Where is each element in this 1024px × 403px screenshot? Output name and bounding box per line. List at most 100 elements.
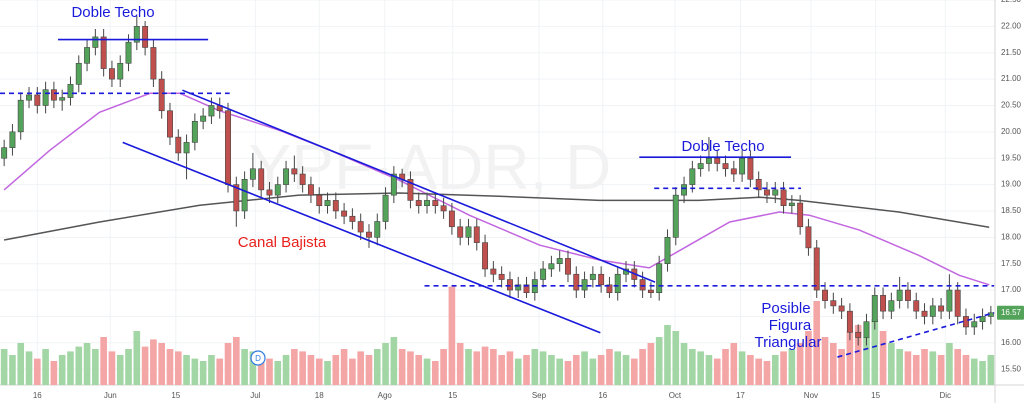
- candle-body: [606, 284, 613, 294]
- y-tick-label: 19.00: [1001, 180, 1022, 189]
- volume-bar: [108, 351, 116, 385]
- candle-body: [490, 268, 497, 275]
- candle-body: [407, 179, 414, 201]
- candle-body: [556, 258, 563, 264]
- candle-body: [904, 289, 911, 301]
- candle-body: [482, 242, 489, 270]
- annotation: Posible: [761, 300, 810, 317]
- candle-body: [59, 97, 66, 101]
- volume-bar: [224, 343, 232, 385]
- volume-bar: [697, 351, 704, 385]
- candle-body: [291, 168, 298, 175]
- volume-bar: [896, 349, 903, 385]
- volume-bar: [564, 361, 572, 385]
- volume-bar: [17, 343, 25, 385]
- x-tick-label: 16: [598, 391, 607, 400]
- candle-body: [979, 316, 986, 323]
- candle-body: [730, 168, 737, 175]
- candle-body: [797, 202, 804, 228]
- y-tick-label: 19.50: [1001, 153, 1022, 162]
- candle-body: [440, 205, 447, 212]
- volume-bar: [755, 358, 763, 385]
- volume-bar: [946, 343, 953, 385]
- candle-body: [929, 305, 936, 317]
- volume-bar: [987, 355, 995, 385]
- volume-bar: [747, 355, 754, 385]
- candle-body: [274, 184, 281, 196]
- candle-body: [938, 305, 945, 312]
- annotation: Figura: [769, 317, 812, 334]
- candle-body: [714, 157, 721, 164]
- candle-body: [249, 168, 256, 180]
- candle-body: [871, 295, 878, 323]
- last-price-box: [997, 305, 1024, 320]
- candle-body: [647, 289, 654, 294]
- candle-body: [672, 194, 679, 238]
- volume-bar: [871, 319, 879, 385]
- candle-body: [225, 110, 231, 185]
- volume-bar: [539, 351, 547, 385]
- candle-body: [473, 226, 480, 243]
- volume-bar: [597, 355, 605, 385]
- volume-bar: [448, 286, 456, 385]
- volume-bar: [241, 349, 248, 385]
- x-tick-label: 15: [871, 391, 880, 400]
- candle-body: [697, 163, 704, 170]
- volume-bar: [813, 301, 821, 385]
- volume-bar: [771, 355, 779, 385]
- y-tick-label: 21.00: [1001, 74, 1022, 83]
- volume-bar: [92, 349, 99, 385]
- candle-body: [772, 189, 779, 196]
- candle-body: [366, 231, 372, 238]
- volume-bar: [266, 358, 273, 385]
- candle-body: [9, 131, 16, 148]
- volume-bar: [357, 351, 365, 385]
- volume-bar: [738, 351, 746, 385]
- candle-body: [913, 300, 920, 312]
- volume-bar: [639, 349, 646, 385]
- volume-bar: [349, 358, 356, 385]
- volume-bar: [672, 331, 680, 385]
- volume-bar: [498, 355, 505, 385]
- moving-average: [3, 192, 990, 241]
- volume-bar: [481, 346, 489, 385]
- candle-body: [565, 258, 571, 275]
- volume-bar: [141, 346, 149, 385]
- volume-bar: [572, 355, 580, 385]
- volume-bar: [407, 351, 414, 385]
- trend-line: [182, 89, 656, 283]
- volume-bar: [125, 349, 132, 385]
- volume-bar: [821, 337, 829, 385]
- x-tick-label: Sep: [532, 391, 547, 400]
- candle-body: [84, 47, 91, 64]
- candle-body: [921, 310, 928, 317]
- candle-body: [92, 36, 99, 48]
- volume-bar: [431, 361, 439, 385]
- volume-bar: [199, 361, 207, 385]
- candle-body: [448, 210, 455, 228]
- x-tick-label: Ago: [378, 391, 393, 400]
- candle-body: [764, 189, 770, 196]
- volume-bar: [332, 355, 340, 385]
- volume-bar: [606, 349, 613, 385]
- candle-body: [780, 189, 787, 206]
- volume-bar: [299, 351, 306, 385]
- volume-bar: [257, 355, 265, 385]
- y-tick-label: 18.00: [1001, 232, 1022, 241]
- volume-bar: [888, 343, 895, 385]
- volume-bar: [473, 351, 481, 385]
- volume-bar: [0, 349, 8, 385]
- volume-bar: [373, 349, 381, 385]
- volume-bar: [174, 351, 182, 385]
- annotation: Canal Bajista: [238, 234, 327, 251]
- volume-bar: [523, 355, 530, 385]
- candle-body: [390, 173, 397, 196]
- candle-body: [946, 289, 953, 312]
- x-tick-label: 18: [315, 391, 324, 400]
- y-tick-label: 15.50: [1001, 364, 1022, 373]
- candle-body: [17, 99, 24, 133]
- x-tick-label: Jul: [250, 391, 260, 400]
- volume-bar: [249, 351, 257, 385]
- candle-body: [664, 237, 671, 264]
- candle-body: [788, 202, 795, 206]
